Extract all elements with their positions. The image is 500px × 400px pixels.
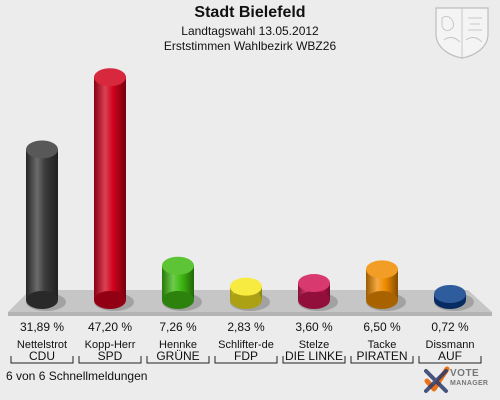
bar-base-1 [94, 291, 126, 309]
bar-top-0 [26, 140, 58, 159]
party-bracket-5 [350, 356, 414, 364]
report-status: 6 von 6 Schnellmeldungen [6, 369, 148, 383]
party-bracket-6 [418, 356, 482, 364]
party-label-4: DIE LINKE [285, 349, 343, 363]
party-bracket-3 [214, 356, 278, 364]
candidate-label-5: Tacke [368, 339, 397, 351]
party-bracket-0 [10, 356, 74, 364]
bar-base-5 [366, 291, 398, 309]
chart-subtitle-election: Landtagswahl 13.05.2012 [181, 24, 319, 38]
bar-top-2 [162, 256, 194, 275]
chart-subtitle-district: Erststimmen Wahlbezirk WBZ26 [163, 39, 337, 53]
candidate-label-1: Kopp-Herr [85, 339, 136, 351]
bar-top-1 [94, 68, 126, 87]
value-label-5: 6,50 % [363, 320, 401, 334]
party-bracket-4 [282, 356, 346, 364]
party-bracket-1 [78, 356, 142, 364]
bar-body-1 [94, 77, 126, 300]
party-label-3: FDP [234, 349, 258, 363]
chart-title: Stadt Bielefeld [194, 4, 306, 21]
party-label-5: PIRATEN [356, 349, 407, 363]
bar-top-6 [434, 285, 466, 303]
vote-check-icon [424, 366, 450, 393]
party-label-6: AUF [438, 349, 462, 363]
bar-base-0 [26, 291, 58, 309]
party-bracket-2 [146, 356, 210, 364]
value-label-6: 0,72 % [431, 320, 469, 334]
city-crest-icon [435, 7, 489, 59]
bar-base-3 [230, 291, 262, 309]
value-label-4: 3,60 % [295, 320, 333, 334]
value-label-0: 31,89 % [20, 320, 64, 334]
bar-body-0 [26, 149, 58, 300]
chart-floor-edge [8, 312, 492, 316]
candidate-label-4: Stelze [299, 339, 330, 351]
party-label-1: SPD [98, 349, 123, 363]
party-label-0: CDU [29, 349, 55, 363]
candidate-label-2: Hennke [159, 339, 197, 351]
logo-text-manager: MANAGER [450, 380, 489, 387]
value-label-2: 7,26 % [159, 320, 197, 334]
candidate-label-0: Nettelstrot [17, 339, 67, 351]
value-label-1: 47,20 % [88, 320, 132, 334]
bar-top-3 [230, 277, 262, 296]
bar-top-4 [298, 274, 330, 293]
party-label-2: GRÜNE [156, 349, 199, 363]
bar-top-5 [366, 260, 398, 279]
bar-base-4 [298, 291, 330, 309]
candidate-label-3: Schlifter-de [218, 339, 274, 351]
bar-base-2 [162, 291, 194, 309]
candidate-label-6: Dissmann [426, 339, 475, 351]
logo-text-vote: VOTE [450, 368, 480, 379]
value-label-3: 2,83 % [227, 320, 265, 334]
vote-manager-logo: VOTE MANAGER [424, 364, 496, 396]
